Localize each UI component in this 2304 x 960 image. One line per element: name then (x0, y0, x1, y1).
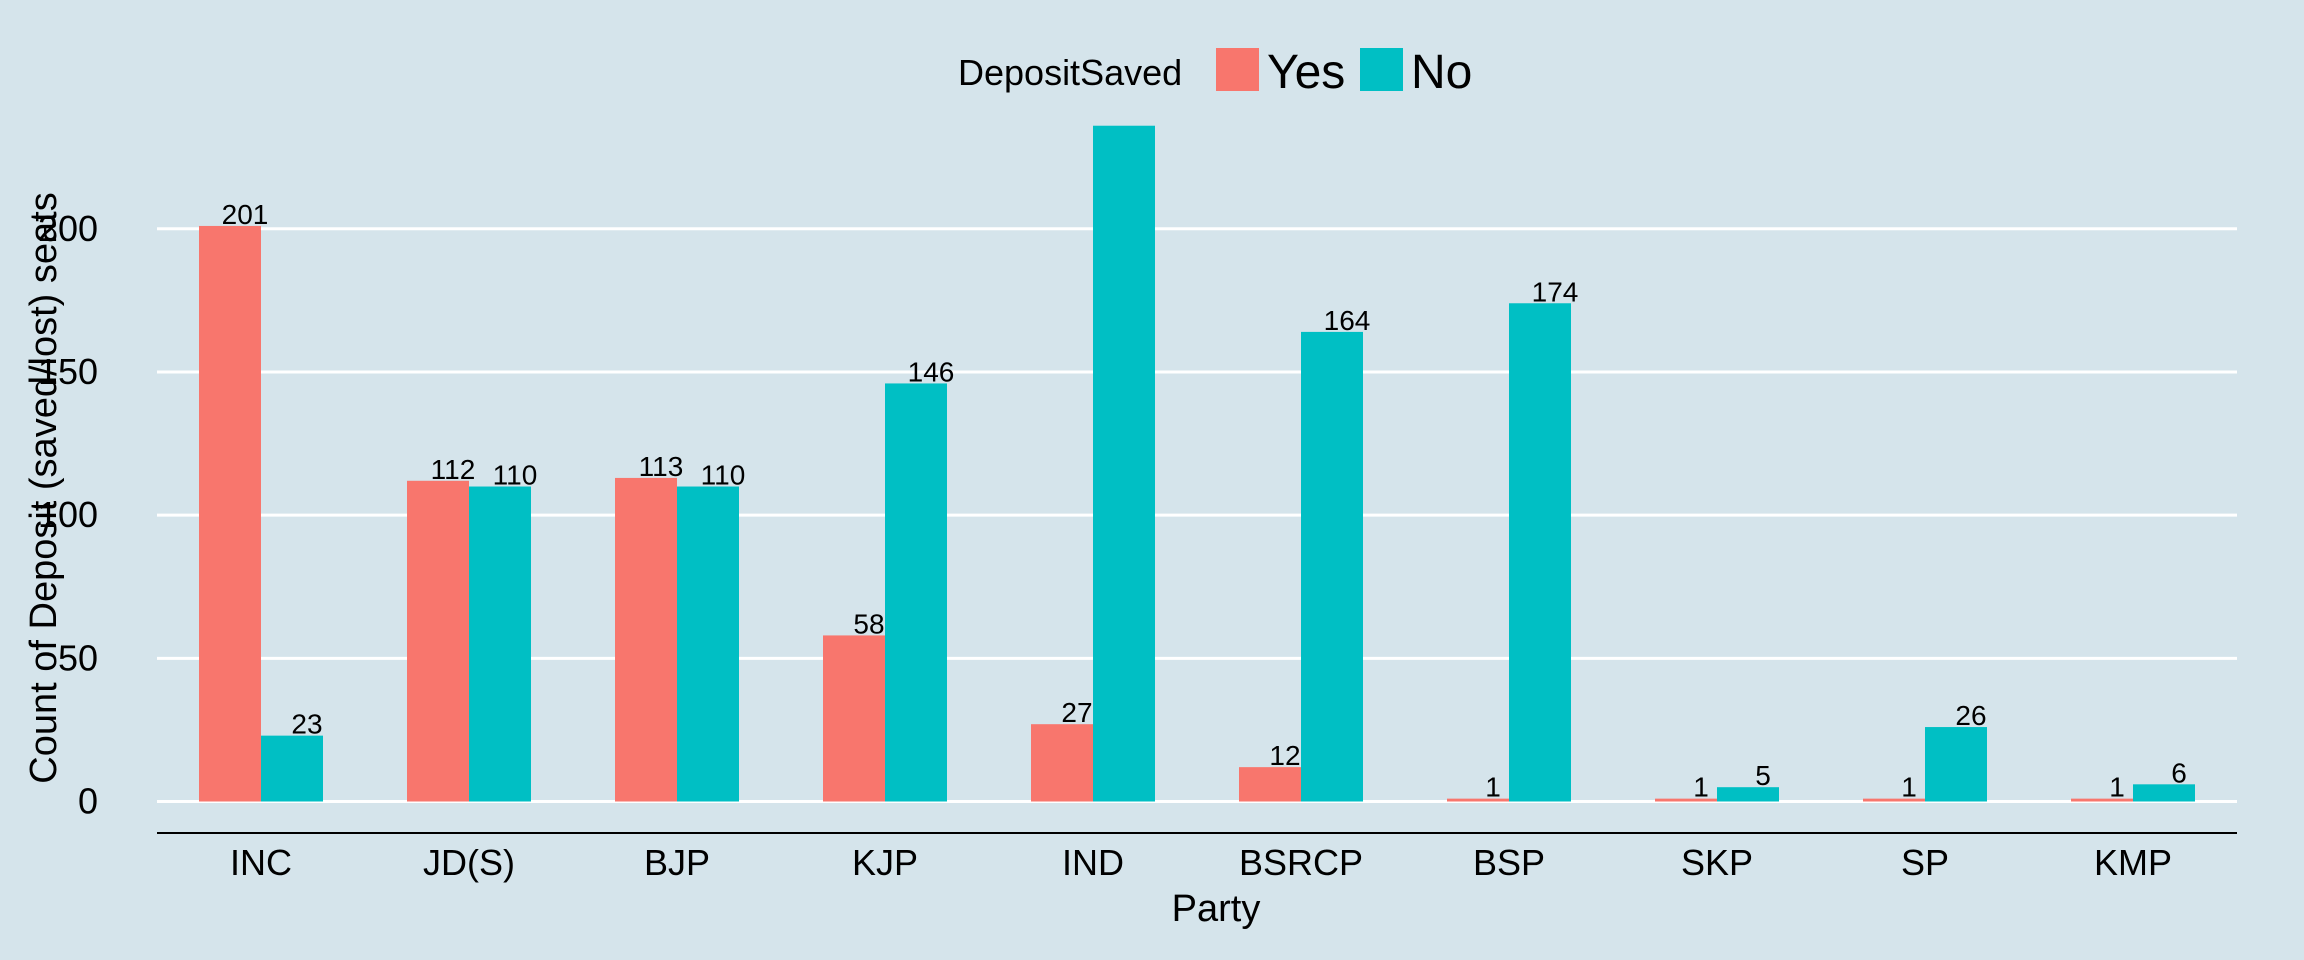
data-label: 1 (1485, 772, 1501, 803)
bar-yes-bjp (615, 477, 677, 802)
x-tick-label: KMP (2094, 842, 2172, 883)
y-tick-label: 100 (38, 494, 98, 535)
bar-yes-bsrcp (1239, 767, 1301, 802)
data-label: 5 (1755, 760, 1771, 791)
x-tick-label: SP (1901, 842, 1949, 883)
bar-yes-bsp (1447, 798, 1509, 802)
data-label: 12 (1269, 740, 1300, 771)
bar-yes-sp (1863, 798, 1925, 802)
bar-no-ind (1093, 125, 1155, 802)
bar-no-bsrcp (1301, 331, 1363, 802)
data-label: 113 (639, 451, 684, 482)
bar-yes-skp (1655, 798, 1717, 802)
y-tick-labels: 0 50 100 150 200 (38, 208, 98, 822)
data-label: 27 (1061, 697, 1092, 728)
x-tick-label: BSP (1473, 842, 1545, 883)
legend-label-yes: Yes (1267, 46, 1345, 99)
data-label: 112 (431, 454, 476, 485)
data-label: 1 (2109, 772, 2125, 803)
y-axis-title: Count of Deposit (saved/lost) seats (23, 192, 65, 783)
x-tick-label: IND (1062, 842, 1124, 883)
bar-no-skp (1717, 787, 1779, 802)
bar-no-jds (469, 486, 531, 802)
x-axis-title: Party (1172, 888, 1261, 930)
bar-yes-inc (199, 225, 261, 802)
data-label: 110 (493, 460, 538, 491)
x-tick-label: BSRCP (1239, 842, 1363, 883)
data-label: 174 (1532, 276, 1579, 307)
x-tick-label: KJP (852, 842, 918, 883)
bar-no-bsp (1509, 303, 1571, 802)
bar-yes-kjp (823, 635, 885, 802)
data-label: 23 (291, 709, 322, 740)
y-tick-label: 150 (38, 351, 98, 392)
legend-swatch-yes (1216, 48, 1259, 91)
data-label: 110 (701, 460, 746, 491)
x-tick-label: SKP (1681, 842, 1753, 883)
x-tick-label: JD(S) (423, 842, 515, 883)
legend-title: DepositSaved (958, 52, 1182, 93)
y-tick-label: 50 (58, 637, 98, 678)
bar-no-bjp (677, 486, 739, 802)
legend-swatch-no (1360, 48, 1403, 91)
legend-label-no: No (1411, 46, 1472, 99)
bar-no-kjp (885, 383, 947, 802)
data-label: 1 (1901, 772, 1917, 803)
bars (199, 125, 2195, 802)
data-label: 1 (1693, 772, 1709, 803)
x-tick-label: INC (230, 842, 292, 883)
data-label: 6 (2171, 757, 2187, 788)
bar-yes-kmp (2071, 798, 2133, 802)
bar-yes-jds (407, 480, 469, 802)
bar-yes-ind (1031, 724, 1093, 802)
data-label: 164 (1324, 305, 1371, 336)
y-tick-label: 200 (38, 208, 98, 249)
legend: DepositSaved Yes No (958, 46, 1472, 99)
data-label: 201 (222, 199, 269, 230)
data-label: 58 (853, 608, 884, 639)
data-label: 146 (908, 356, 955, 387)
bar-no-kmp (2133, 784, 2195, 802)
bar-no-inc (261, 735, 323, 802)
y-tick-label: 0 (78, 781, 98, 822)
x-tick-label: BJP (644, 842, 710, 883)
x-tick-labels: INC JD(S) BJP KJP IND BSRCP BSP SKP SP KMP (230, 842, 2172, 883)
bar-no-sp (1925, 727, 1987, 802)
data-label: 26 (1955, 700, 1986, 731)
